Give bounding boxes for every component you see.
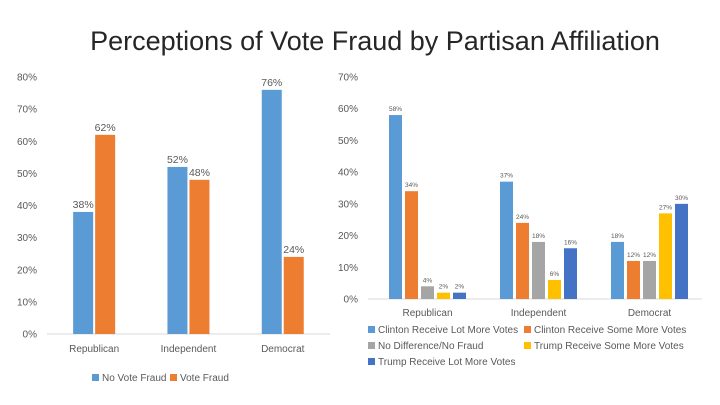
page-title: Perceptions of Vote Fraud by Partisan Af… (90, 26, 660, 56)
bar (421, 286, 434, 299)
bar (548, 279, 561, 299)
bar (167, 166, 188, 334)
y-tick-label: 80% (17, 73, 37, 84)
y-tick-label: 20% (338, 231, 358, 242)
bar (500, 181, 513, 299)
data-label: 18% (532, 233, 545, 240)
bar (643, 260, 656, 299)
bar (675, 203, 688, 299)
bar (611, 241, 624, 299)
legend-swatch (368, 326, 375, 333)
bar (659, 213, 672, 299)
category-label: Democrat (628, 308, 672, 319)
legend-swatch (368, 358, 375, 365)
legend-swatch (524, 342, 531, 349)
bar (516, 222, 529, 299)
legend-label: Trump Receive Some More Votes (534, 341, 684, 352)
category-label: Independent (161, 344, 217, 355)
bar (453, 292, 466, 299)
category-label: Independent (511, 308, 567, 319)
bar (437, 292, 450, 299)
category-label: Democrat (261, 344, 305, 355)
y-tick-label: 70% (17, 105, 37, 116)
y-tick-label: 40% (17, 201, 37, 212)
bar (261, 89, 282, 334)
category-label: Republican (69, 344, 119, 355)
y-tick-label: 50% (338, 136, 358, 147)
legend-label: No Difference/No Fraud (378, 341, 483, 352)
y-tick-label: 10% (338, 263, 358, 274)
category-label: Republican (402, 308, 452, 319)
data-label: 62% (95, 122, 116, 134)
data-label: 24% (516, 214, 529, 221)
data-label: 38% (73, 199, 94, 211)
data-label: 52% (167, 154, 188, 166)
legend-swatch (368, 342, 375, 349)
y-tick-label: 70% (338, 73, 358, 84)
y-tick-label: 50% (17, 169, 37, 180)
bar (283, 256, 304, 334)
data-label: 48% (189, 167, 210, 179)
data-label: 12% (643, 252, 656, 259)
bar (95, 134, 116, 334)
bar (73, 211, 94, 334)
data-label: 12% (627, 252, 640, 259)
y-tick-label: 20% (17, 265, 37, 276)
y-tick-label: 30% (17, 233, 37, 244)
data-label: 18% (611, 233, 624, 240)
data-label: 34% (405, 182, 418, 189)
legend-swatch (92, 374, 99, 381)
data-label: 2% (455, 284, 465, 291)
bar (532, 241, 545, 299)
bar (564, 248, 577, 299)
legend-label: Clinton Receive Some More Votes (534, 325, 686, 336)
legend-swatch (524, 326, 531, 333)
data-label: 24% (283, 244, 304, 256)
legend-swatch (170, 374, 177, 381)
bar (405, 191, 418, 299)
y-tick-label: 60% (17, 137, 37, 148)
data-label: 30% (675, 195, 688, 202)
data-label: 16% (564, 239, 577, 246)
data-label: 4% (423, 277, 433, 284)
legend-label: No Vote Fraud (102, 373, 166, 384)
data-label: 6% (550, 271, 560, 278)
legend-label: Trump Receive Lot More Votes (378, 357, 515, 368)
y-tick-label: 40% (338, 168, 358, 179)
y-tick-label: 30% (338, 199, 358, 210)
data-label: 58% (389, 106, 402, 113)
data-label: 76% (261, 77, 282, 89)
bar (389, 115, 402, 299)
y-tick-label: 0% (344, 295, 359, 306)
data-label: 2% (439, 284, 449, 291)
y-tick-label: 0% (23, 330, 38, 341)
bar (627, 260, 640, 299)
y-tick-label: 60% (338, 104, 358, 115)
bar (189, 179, 210, 334)
data-label: 27% (659, 204, 672, 211)
y-tick-label: 10% (17, 297, 37, 308)
left-chart: 0% 10% 20% 30% 40% 50% 60% 70% 80% 38% 62% Republic… (17, 73, 330, 384)
legend-label: Vote Fraud (180, 373, 229, 384)
legend-label: Clinton Receive Lot More Votes (378, 325, 518, 336)
data-label: 37% (500, 173, 513, 180)
